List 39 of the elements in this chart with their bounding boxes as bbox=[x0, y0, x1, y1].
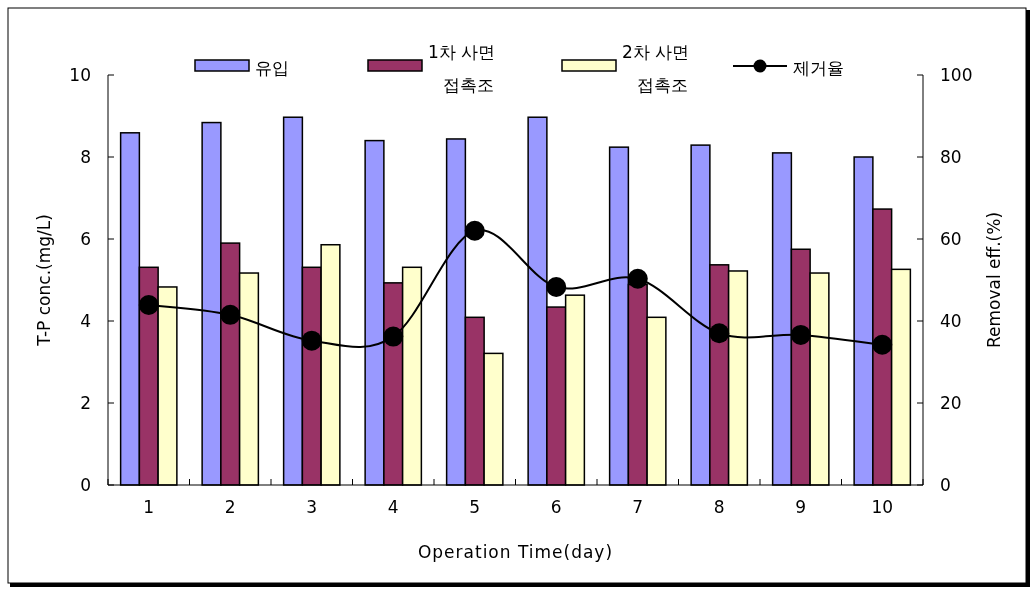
x-tick-label: 9 bbox=[795, 497, 807, 517]
point bbox=[383, 326, 404, 347]
y-tick-label: 6 bbox=[80, 229, 91, 249]
y-tick-label: 8 bbox=[80, 147, 91, 167]
legend-label: 제거율 bbox=[793, 58, 844, 78]
y2-axis-title: Removal eff.(%) bbox=[984, 211, 1004, 349]
legend-label: 1차 사면 접촉조 bbox=[428, 42, 496, 95]
x-tick-label: 4 bbox=[387, 497, 399, 517]
y2-tick-label: 20 bbox=[940, 393, 962, 413]
point bbox=[138, 295, 159, 316]
y2-tick-label: 0 bbox=[940, 475, 951, 495]
y2-tick-label: 100 bbox=[940, 65, 973, 85]
point bbox=[872, 334, 893, 355]
y-axis-title: T-P conc.(mg/L) bbox=[34, 214, 54, 347]
x-tick-label: 6 bbox=[550, 497, 562, 517]
point bbox=[546, 276, 567, 297]
y2-tick-label: 40 bbox=[940, 311, 962, 331]
legend-label: 2차 사면 접촉조 bbox=[622, 42, 690, 95]
y-tick-label: 0 bbox=[80, 475, 91, 495]
point bbox=[464, 220, 485, 241]
point bbox=[709, 323, 730, 344]
x-tick-label: 7 bbox=[632, 497, 644, 517]
y-tick-label: 2 bbox=[80, 393, 91, 413]
x-tick-label: 10 bbox=[871, 497, 894, 517]
y-tick-label: 4 bbox=[80, 311, 91, 331]
point bbox=[790, 324, 811, 345]
x-tick-label: 5 bbox=[469, 497, 481, 517]
y2-tick-label: 60 bbox=[940, 229, 962, 249]
point bbox=[220, 304, 241, 325]
x-tick-label: 1 bbox=[143, 497, 155, 517]
x-tick-label: 8 bbox=[713, 497, 725, 517]
legend-label: 유입 bbox=[255, 58, 289, 78]
y2-tick-label: 80 bbox=[940, 147, 962, 167]
point bbox=[301, 330, 322, 351]
x-tick-label: 3 bbox=[306, 497, 318, 517]
x-axis-title: Operation Time(day) bbox=[417, 542, 614, 562]
y-tick-label: 10 bbox=[69, 65, 91, 85]
point bbox=[627, 268, 648, 289]
x-tick-label: 2 bbox=[224, 497, 236, 517]
